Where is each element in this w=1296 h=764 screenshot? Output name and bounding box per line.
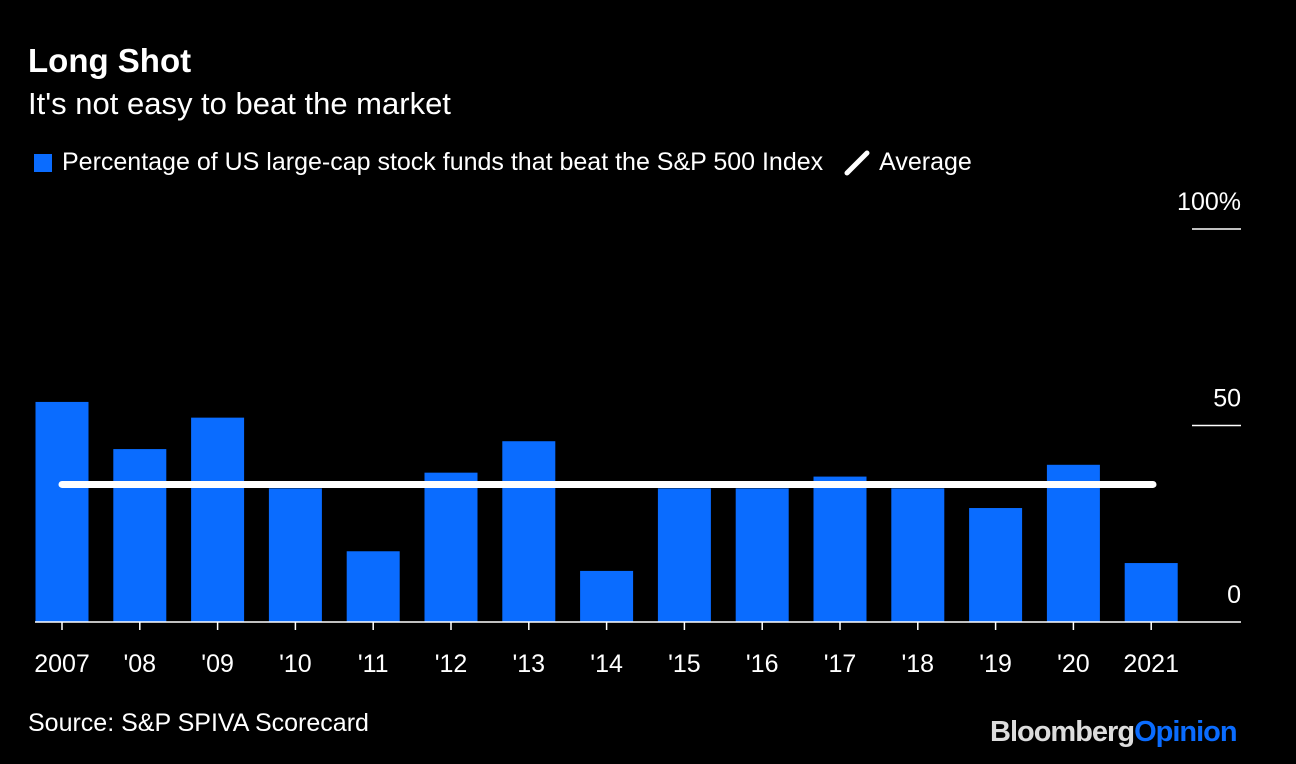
bar-14 [1124,563,1178,622]
bar-4 [346,551,400,622]
x-tick-label: '10 [279,650,312,678]
x-tick-label: 2021 [1123,650,1179,678]
x-tick-label: '08 [124,650,157,678]
bar-7 [580,570,634,622]
legend-line-label: Average [879,148,972,176]
bar-9 [735,488,789,622]
bar-8 [657,488,711,622]
bloomberg-opinion-logo: BloombergOpinion [990,716,1238,749]
bar-10 [813,476,867,622]
y-tick-label: 100% [1177,188,1241,216]
x-tick-label: '19 [979,650,1012,678]
x-tick-label: '09 [201,650,234,678]
x-tick-label: '18 [902,650,935,678]
bar-13 [1046,464,1100,622]
logo-bloomberg: Bloomberg [990,716,1135,748]
x-tick-label: '13 [513,650,546,678]
x-tick-label: '12 [435,650,468,678]
bar-1 [113,449,167,622]
x-tick-label: '17 [824,650,857,678]
x-tick-label: '16 [746,650,779,678]
y-tick-label: 0 [1227,581,1241,609]
legend: Percentage of US large-cap stock funds t… [34,148,972,177]
legend-bar-swatch [34,153,52,172]
legend-line-icon [844,150,870,175]
bar-2 [191,417,245,622]
x-tick-label: '11 [358,650,389,678]
bar-0 [35,401,89,622]
legend-bar-label: Percentage of US large-cap stock funds t… [62,148,824,176]
bar-6 [502,441,556,622]
logo-opinion: Opinion [1134,716,1238,748]
chart-title: Long Shot [28,42,192,79]
x-tick-label: 2007 [34,650,90,678]
bar-12 [969,508,1023,622]
chart-subtitle: It's not easy to beat the market [28,86,451,121]
source-note: Source: S&P SPIVA Scorecard [28,709,369,737]
y-tick-label: 50 [1213,385,1241,413]
x-tick-label: '14 [590,650,623,678]
bar-3 [268,488,322,622]
bar-5 [424,472,478,622]
x-tick-label: '20 [1057,650,1090,678]
bar-11 [891,488,945,622]
x-tick-label: '15 [668,650,701,678]
